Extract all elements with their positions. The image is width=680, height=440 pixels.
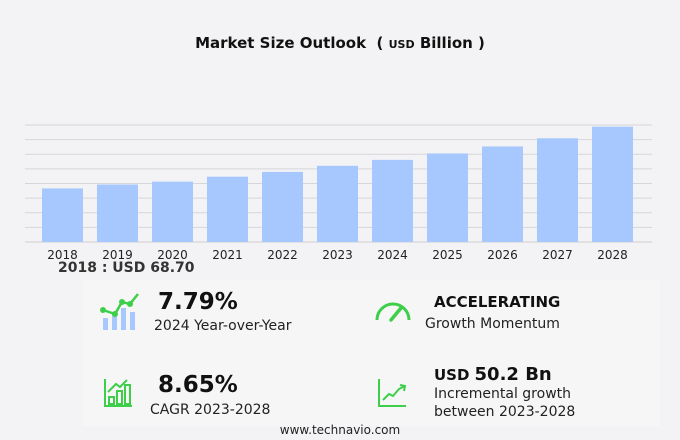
x-tick-label: 2025 bbox=[432, 248, 463, 260]
momentum-value: ACCELERATING bbox=[434, 293, 561, 311]
incremental-prefix: USD bbox=[434, 366, 470, 384]
bar-chart: 2018 2019 2020 2021 2022 2023 2024 2025 2026 2027… bbox=[25, 124, 652, 260]
cagr-label: CAGR 2023-2028 bbox=[150, 402, 271, 418]
momentum-label: Growth Momentum bbox=[425, 316, 560, 332]
yoy-value: 7.79% bbox=[158, 289, 238, 315]
incremental-value: USD 50.2 Bn bbox=[434, 364, 552, 385]
bar-2026 bbox=[482, 146, 523, 242]
base-value: 2018 : USD 68.70 bbox=[58, 260, 195, 276]
incremental-label-2: between 2023-2028 bbox=[434, 404, 576, 420]
footer-url: www.technavio.com bbox=[279, 423, 401, 437]
x-tick-label: 2026 bbox=[487, 248, 518, 260]
x-tick-label: 2028 bbox=[597, 248, 628, 260]
bar-2022 bbox=[262, 171, 303, 242]
bar-2023 bbox=[317, 165, 358, 242]
x-tick-label: 2018 bbox=[47, 248, 78, 260]
x-tick-label: 2023 bbox=[322, 248, 353, 260]
bar-2020 bbox=[152, 181, 193, 242]
x-tick-label: 2027 bbox=[542, 248, 573, 260]
title-unit2: Billion bbox=[419, 34, 473, 52]
stats-panel: 7.79% 2024 Year-over-Year ACCELERATING G… bbox=[82, 280, 660, 426]
bar-2019 bbox=[97, 184, 138, 242]
bar-growth-icon bbox=[104, 379, 132, 407]
title-unit: USD bbox=[388, 38, 415, 51]
bar-2018 bbox=[42, 188, 83, 242]
yoy-label: 2024 Year-over-Year bbox=[154, 318, 292, 334]
x-tick-label: 2024 bbox=[377, 248, 408, 260]
title-text: Market Size Outlook bbox=[195, 34, 367, 52]
chart-title: Market Size Outlook ( USD Billion ) bbox=[195, 34, 485, 52]
line-growth-icon bbox=[378, 379, 407, 407]
speedometer-icon bbox=[375, 302, 411, 322]
incremental-label-1: Incremental growth bbox=[434, 386, 572, 402]
incremental-amount: 50.2 Bn bbox=[474, 364, 552, 385]
bar-2024 bbox=[372, 159, 413, 242]
bar-2028 bbox=[592, 126, 633, 242]
x-tick-label: 2019 bbox=[102, 248, 133, 260]
bar-2025 bbox=[427, 153, 468, 242]
cagr-value: 8.65% bbox=[158, 372, 238, 398]
x-tick-label: 2022 bbox=[267, 248, 298, 260]
bar-2021 bbox=[207, 176, 248, 242]
bar-2027 bbox=[537, 138, 578, 242]
growth-chart-icon bbox=[100, 293, 139, 330]
x-tick-label: 2020 bbox=[157, 248, 188, 260]
x-tick-label: 2021 bbox=[212, 248, 243, 260]
